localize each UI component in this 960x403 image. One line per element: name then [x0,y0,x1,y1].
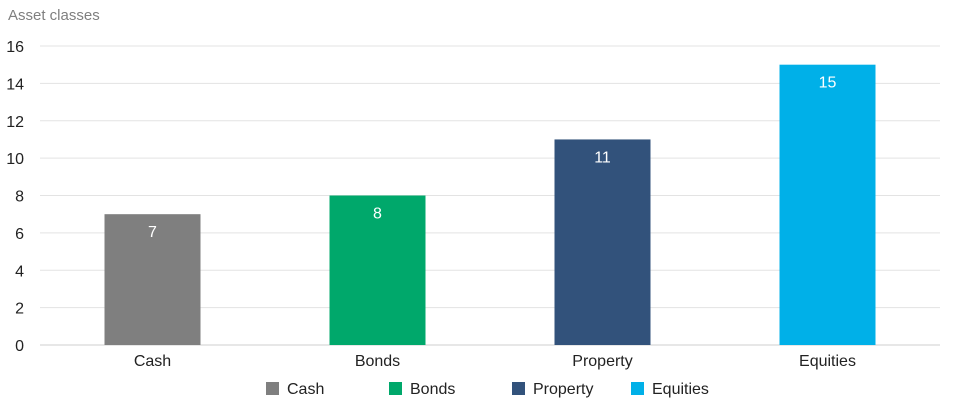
y-tick-label: 8 [15,189,24,206]
data-label-bonds: 8 [373,206,382,223]
y-tick-label: 6 [15,226,24,243]
bar-cash [104,214,201,345]
legend-label-equities: Equities [652,381,709,398]
data-label-property: 11 [594,149,611,166]
x-axis-labels: Cash Bonds Property Equities [134,353,856,370]
legend-swatch-property [512,382,525,395]
bars: 7 8 11 15 [104,64,876,345]
legend-label-property: Property [533,381,593,398]
bar-equities [779,64,876,345]
y-tick-label: 4 [15,263,24,280]
y-axis-ticks: 0 2 4 6 8 10 12 14 16 [6,39,24,355]
y-tick-label: 12 [6,114,24,131]
legend-swatch-bonds [389,382,402,395]
y-tick-label: 16 [6,39,24,56]
y-tick-label: 14 [6,76,24,93]
legend-label-cash: Cash [287,381,324,398]
y-tick-label: 10 [6,151,24,168]
legend: Cash Bonds Property Equities [266,381,709,398]
y-tick-label: 0 [15,338,24,355]
legend-label-bonds: Bonds [410,381,455,398]
chart-title: Asset classes [8,7,100,24]
legend-swatch-cash [266,382,279,395]
data-label-cash: 7 [148,224,157,241]
legend-swatch-equities [631,382,644,395]
y-tick-label: 2 [15,301,24,318]
bar-property [554,139,651,345]
x-tick-label: Cash [134,353,171,370]
data-label-equities: 15 [819,75,837,92]
x-tick-label: Equities [799,353,856,370]
x-tick-label: Bonds [355,353,400,370]
x-tick-label: Property [572,353,632,370]
bar-bonds [329,195,426,345]
